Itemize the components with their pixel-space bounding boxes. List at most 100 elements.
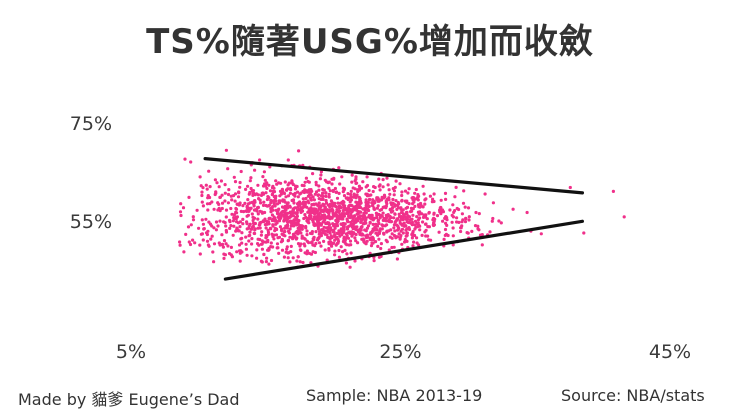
data-point bbox=[622, 215, 626, 219]
data-point bbox=[377, 184, 381, 188]
data-point bbox=[311, 220, 315, 224]
data-point bbox=[346, 236, 351, 240]
data-point bbox=[260, 247, 264, 251]
data-point bbox=[285, 247, 289, 251]
data-point bbox=[246, 213, 250, 217]
data-point bbox=[265, 235, 269, 239]
data-point bbox=[312, 238, 316, 242]
data-point bbox=[349, 192, 353, 197]
data-point bbox=[233, 199, 237, 203]
data-point bbox=[394, 199, 398, 203]
data-point bbox=[301, 260, 305, 265]
data-point bbox=[370, 217, 374, 221]
data-point bbox=[380, 214, 384, 218]
data-point bbox=[427, 238, 431, 242]
data-point bbox=[272, 199, 276, 203]
data-point bbox=[268, 189, 273, 193]
data-point bbox=[442, 237, 446, 241]
data-point bbox=[245, 222, 249, 226]
data-point bbox=[411, 244, 415, 248]
data-point bbox=[463, 205, 467, 209]
data-point bbox=[367, 188, 371, 193]
data-point bbox=[349, 215, 354, 219]
data-point bbox=[337, 209, 342, 213]
data-point bbox=[368, 237, 372, 242]
data-point bbox=[415, 236, 419, 240]
data-point bbox=[337, 166, 341, 170]
data-point bbox=[238, 220, 242, 224]
data-point bbox=[268, 226, 272, 230]
data-point bbox=[286, 194, 291, 198]
data-point bbox=[277, 251, 281, 255]
data-point bbox=[316, 227, 320, 231]
data-point bbox=[451, 234, 455, 238]
data-point bbox=[497, 219, 501, 223]
data-point bbox=[365, 226, 369, 230]
data-point bbox=[337, 205, 341, 209]
data-point bbox=[296, 190, 300, 194]
data-point bbox=[333, 234, 337, 238]
data-point bbox=[286, 220, 290, 224]
data-point bbox=[335, 208, 339, 212]
data-point bbox=[237, 243, 242, 247]
data-point bbox=[264, 260, 268, 264]
data-point bbox=[234, 215, 238, 219]
data-point bbox=[201, 238, 205, 242]
data-point bbox=[181, 206, 186, 210]
data-point bbox=[339, 217, 343, 221]
data-point bbox=[389, 220, 393, 224]
data-point bbox=[304, 224, 308, 229]
data-point bbox=[345, 252, 349, 256]
data-point bbox=[340, 200, 344, 205]
data-point bbox=[437, 230, 441, 234]
data-point bbox=[274, 233, 279, 237]
data-point bbox=[249, 227, 254, 231]
data-point bbox=[217, 206, 221, 210]
data-point bbox=[423, 230, 427, 234]
data-point bbox=[306, 210, 310, 214]
data-point bbox=[229, 224, 233, 228]
data-point bbox=[326, 227, 330, 231]
data-point bbox=[358, 186, 362, 190]
data-point bbox=[372, 207, 376, 211]
data-point bbox=[286, 158, 290, 162]
data-point bbox=[249, 176, 253, 180]
data-point bbox=[341, 250, 345, 254]
data-point bbox=[217, 185, 221, 189]
data-point bbox=[222, 239, 227, 243]
data-point bbox=[439, 206, 443, 210]
data-point bbox=[327, 195, 331, 199]
data-point bbox=[308, 231, 313, 235]
data-point bbox=[331, 208, 335, 213]
data-point bbox=[262, 252, 266, 257]
data-point bbox=[435, 214, 440, 218]
data-point bbox=[362, 239, 366, 244]
data-point bbox=[323, 248, 327, 252]
data-point bbox=[441, 219, 445, 223]
data-point bbox=[258, 158, 262, 162]
scatter-plot: 5% 25% 45% 75% 55% bbox=[70, 113, 691, 363]
data-point bbox=[289, 214, 293, 218]
data-point bbox=[237, 249, 242, 253]
data-point bbox=[296, 219, 300, 223]
data-point bbox=[443, 227, 448, 232]
data-point bbox=[179, 202, 183, 206]
data-point bbox=[390, 232, 394, 236]
data-point bbox=[256, 212, 260, 216]
data-point bbox=[379, 198, 384, 202]
data-point bbox=[321, 194, 325, 198]
data-point bbox=[356, 241, 360, 245]
data-point bbox=[353, 236, 357, 240]
data-point bbox=[220, 233, 224, 237]
data-point bbox=[446, 233, 450, 238]
data-point bbox=[405, 227, 409, 231]
data-point bbox=[263, 223, 267, 227]
data-point bbox=[367, 204, 371, 209]
data-point bbox=[340, 175, 344, 179]
data-point bbox=[333, 249, 337, 253]
data-point bbox=[328, 189, 332, 193]
data-point bbox=[309, 193, 313, 197]
data-point bbox=[230, 198, 234, 202]
envelope-line bbox=[223, 219, 585, 281]
data-point bbox=[364, 200, 368, 204]
